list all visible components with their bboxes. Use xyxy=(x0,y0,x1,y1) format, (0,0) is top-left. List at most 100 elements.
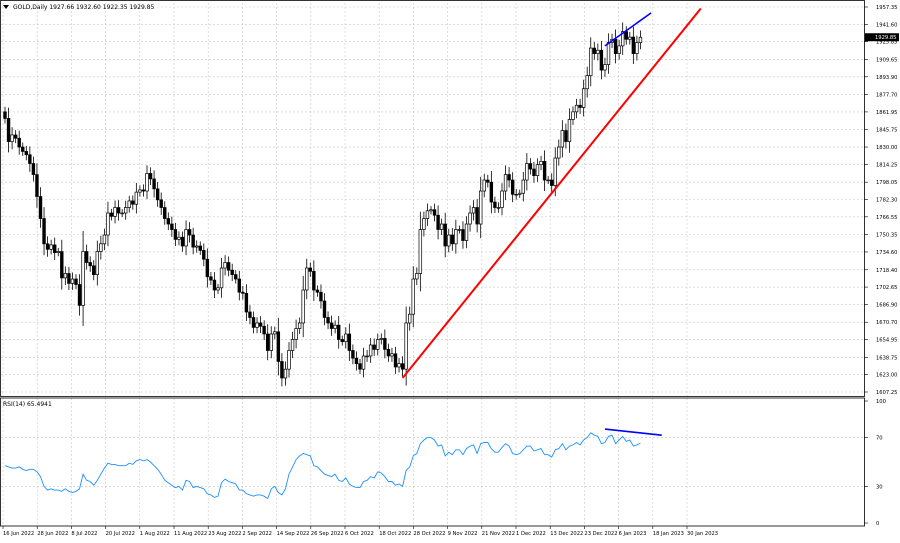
candle-body xyxy=(429,209,433,212)
candle-body xyxy=(209,276,213,281)
x-tick-label: 2 Sep 2022 xyxy=(242,531,272,537)
candle xyxy=(361,347,366,378)
candle xyxy=(109,208,114,221)
candle xyxy=(102,228,107,251)
candle xyxy=(198,241,202,255)
candle xyxy=(163,201,167,225)
candle-body xyxy=(234,274,238,280)
candle xyxy=(67,266,71,291)
candle xyxy=(255,317,259,334)
y-tick-label: 1845.75 xyxy=(876,128,897,134)
candle-body xyxy=(155,188,160,201)
candle xyxy=(3,106,7,124)
candle xyxy=(549,173,554,193)
x-tick-label: 1 Dec 2022 xyxy=(516,531,546,537)
candle-body xyxy=(123,207,128,214)
candle xyxy=(155,181,160,207)
candle-body xyxy=(617,45,621,54)
candle-body xyxy=(102,234,107,245)
y-tick-label: 1718.40 xyxy=(876,268,897,274)
candle xyxy=(134,182,139,214)
candle xyxy=(173,222,178,247)
candle-body xyxy=(379,338,384,340)
candle xyxy=(542,150,547,192)
y-tick-label: 1893.90 xyxy=(876,75,897,81)
candle-body xyxy=(301,289,305,324)
candle xyxy=(429,206,433,215)
candle xyxy=(443,212,447,258)
candle xyxy=(301,275,305,338)
candle xyxy=(258,316,263,334)
y-tick-label: 1909.65 xyxy=(876,57,897,63)
candle xyxy=(77,274,82,316)
candle-body xyxy=(322,300,327,318)
candle-body xyxy=(145,173,149,192)
x-tick-label: 23 Dec 2022 xyxy=(584,531,617,537)
x-tick-label: 21 Nov 2022 xyxy=(482,531,515,537)
candle xyxy=(290,331,295,359)
x-tick-label: 13 Dec 2022 xyxy=(550,531,583,537)
candle-body xyxy=(620,31,625,47)
y-tick-label: 1686.90 xyxy=(876,302,897,308)
candle-body xyxy=(354,357,359,365)
candle-body xyxy=(191,234,195,248)
candle-body xyxy=(198,245,202,251)
candle xyxy=(191,227,195,255)
candle-body xyxy=(99,243,103,252)
candle-body xyxy=(113,207,117,217)
candle xyxy=(571,106,575,125)
candle-body xyxy=(557,146,561,159)
candle-body xyxy=(599,49,604,71)
candle-body xyxy=(131,200,135,205)
candle-body xyxy=(578,104,582,108)
candle-body xyxy=(3,111,7,119)
candle-body xyxy=(216,287,220,291)
candle xyxy=(45,236,50,257)
y-tick-label: 1750.35 xyxy=(876,233,897,239)
candle xyxy=(386,343,391,362)
candle xyxy=(251,311,256,334)
candle xyxy=(518,189,522,198)
candle-body xyxy=(489,181,494,203)
candle-body xyxy=(535,164,540,176)
candle-body xyxy=(532,168,536,176)
candle-body xyxy=(273,331,277,335)
candle-body xyxy=(461,229,465,241)
candle-body xyxy=(347,333,352,351)
candle-body xyxy=(95,251,99,275)
x-tick-label: 14 Sep 2022 xyxy=(277,531,310,537)
candle xyxy=(99,235,103,260)
x-tick-label: 9 Nov 2022 xyxy=(448,531,478,537)
candle-body xyxy=(28,154,32,164)
candle-body xyxy=(514,193,518,196)
candle-body xyxy=(638,36,643,43)
candle xyxy=(219,258,224,298)
candle-body xyxy=(329,322,334,329)
candles xyxy=(3,22,643,387)
candle xyxy=(84,244,89,270)
candle xyxy=(482,173,486,198)
candle xyxy=(28,146,32,172)
candle-body xyxy=(585,75,589,90)
candle-body xyxy=(205,258,210,278)
candle xyxy=(337,316,341,349)
candle xyxy=(237,270,241,301)
candle-body xyxy=(521,179,526,194)
candle-body xyxy=(127,200,131,208)
candle xyxy=(617,39,621,60)
candle-body xyxy=(230,269,234,275)
candle-body xyxy=(170,223,174,230)
candle xyxy=(280,353,284,387)
symbol-dropdown-icon[interactable] xyxy=(3,5,9,9)
candle-body xyxy=(17,137,21,148)
candle-body xyxy=(116,207,121,214)
x-tick-label: 16 Jun 2022 xyxy=(3,531,34,537)
candle-body xyxy=(368,344,373,357)
candle-body xyxy=(237,278,241,293)
candle-body xyxy=(457,229,462,231)
candle-body xyxy=(6,118,11,142)
candle-body xyxy=(280,361,284,379)
candle xyxy=(13,130,18,144)
